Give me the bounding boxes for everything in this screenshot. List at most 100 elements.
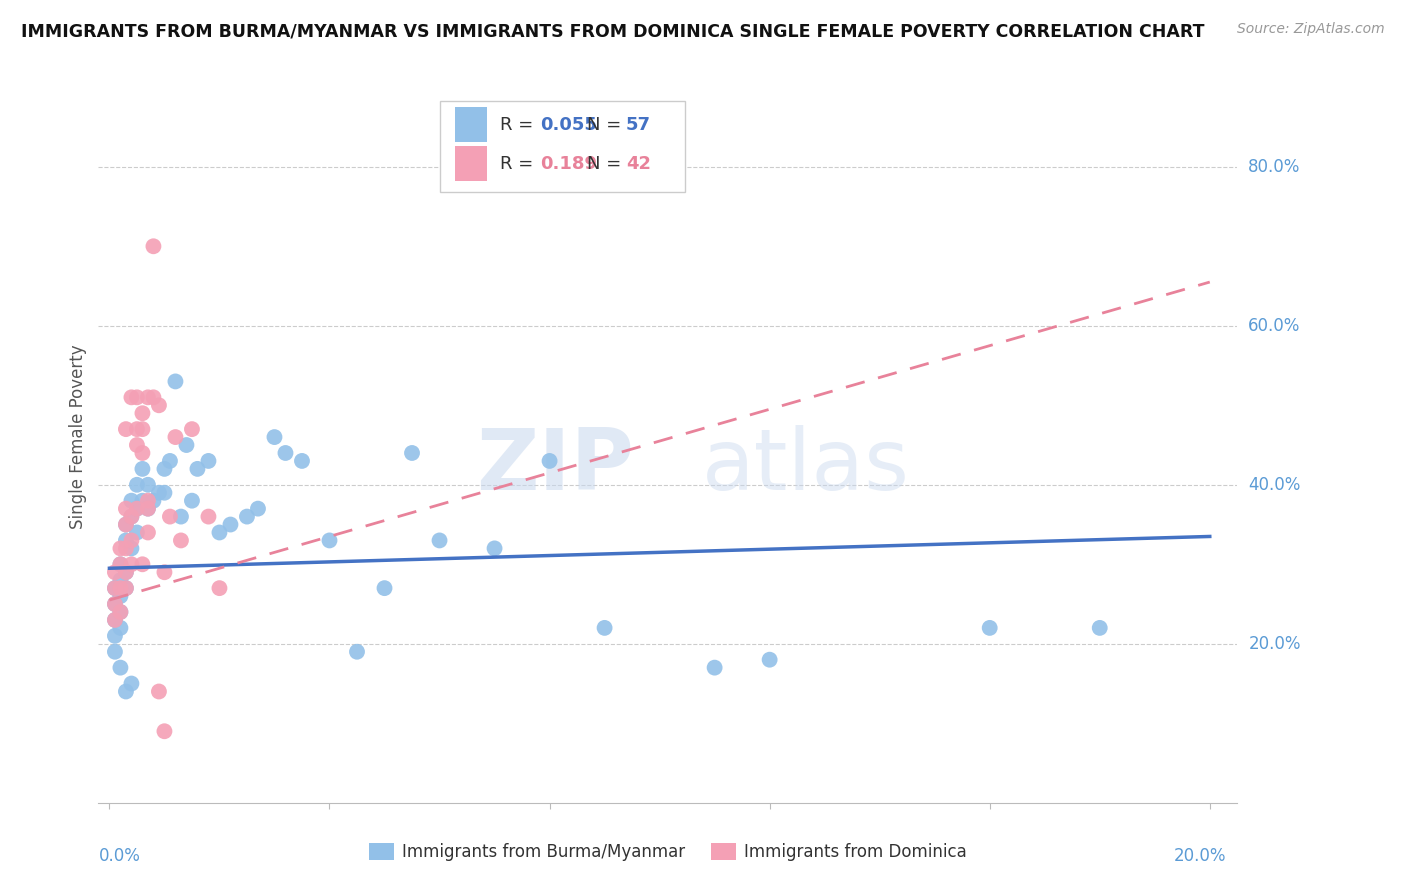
Point xyxy=(979,621,1001,635)
Point xyxy=(208,581,231,595)
Point xyxy=(484,541,506,556)
Point xyxy=(401,446,423,460)
Point xyxy=(197,509,219,524)
Point xyxy=(176,438,198,452)
Point xyxy=(110,605,132,619)
Point xyxy=(110,660,132,674)
Text: R =: R = xyxy=(501,116,540,134)
Point xyxy=(131,422,153,436)
Point xyxy=(110,558,132,572)
Point xyxy=(115,422,138,436)
Point xyxy=(104,645,127,659)
Point xyxy=(429,533,451,548)
Point xyxy=(136,390,159,404)
Point xyxy=(110,541,132,556)
Text: 60.0%: 60.0% xyxy=(1249,317,1301,334)
Point xyxy=(131,406,153,420)
Point xyxy=(136,525,159,540)
Text: 42: 42 xyxy=(626,155,651,173)
Point xyxy=(115,566,138,580)
Point xyxy=(115,581,138,595)
Text: 40.0%: 40.0% xyxy=(1249,475,1301,494)
Text: Source: ZipAtlas.com: Source: ZipAtlas.com xyxy=(1237,22,1385,37)
Point xyxy=(758,653,780,667)
FancyBboxPatch shape xyxy=(456,107,486,143)
Point xyxy=(115,517,138,532)
Point xyxy=(142,239,165,253)
Point xyxy=(104,566,127,580)
Point xyxy=(318,533,340,548)
Point xyxy=(181,493,204,508)
Point xyxy=(153,566,176,580)
Point xyxy=(110,621,132,635)
Point xyxy=(120,558,142,572)
Point xyxy=(110,558,132,572)
Point xyxy=(104,613,127,627)
Point xyxy=(136,493,159,508)
Text: 0.0%: 0.0% xyxy=(98,847,141,864)
Point xyxy=(120,541,142,556)
Text: 0.055: 0.055 xyxy=(540,116,598,134)
Point xyxy=(153,462,176,476)
Point xyxy=(115,684,138,698)
Text: 0.189: 0.189 xyxy=(540,155,598,173)
Point xyxy=(274,446,297,460)
Point xyxy=(1088,621,1111,635)
Point xyxy=(142,493,165,508)
Text: 57: 57 xyxy=(626,116,651,134)
Text: 20.0%: 20.0% xyxy=(1174,847,1226,864)
Text: ZIP: ZIP xyxy=(477,425,634,508)
Point xyxy=(186,462,208,476)
Point xyxy=(115,501,138,516)
Text: N =: N = xyxy=(586,116,627,134)
Point xyxy=(110,581,132,595)
Point xyxy=(703,660,725,674)
Point xyxy=(120,509,142,524)
Point xyxy=(346,645,368,659)
Point xyxy=(148,684,170,698)
Point xyxy=(120,533,142,548)
Point xyxy=(153,485,176,500)
Point xyxy=(125,477,148,491)
Point xyxy=(197,454,219,468)
Point xyxy=(104,629,127,643)
Point xyxy=(181,422,204,436)
Point xyxy=(115,517,138,532)
Point xyxy=(159,454,181,468)
Point xyxy=(125,501,148,516)
Text: R =: R = xyxy=(501,155,540,173)
Point xyxy=(120,676,142,690)
Point xyxy=(115,541,138,556)
Point xyxy=(110,573,132,587)
Point xyxy=(165,430,187,444)
Point xyxy=(131,493,153,508)
Point xyxy=(219,517,242,532)
Point xyxy=(125,501,148,516)
Point xyxy=(104,597,127,611)
Text: N =: N = xyxy=(586,155,627,173)
Point xyxy=(125,438,148,452)
Point xyxy=(136,477,159,491)
Point xyxy=(153,724,176,739)
Point xyxy=(115,533,138,548)
Point xyxy=(373,581,395,595)
Point xyxy=(115,566,138,580)
Point xyxy=(236,509,259,524)
Point xyxy=(165,375,187,389)
Point xyxy=(104,581,127,595)
Point xyxy=(125,422,148,436)
Point xyxy=(120,390,142,404)
Text: 80.0%: 80.0% xyxy=(1249,158,1301,176)
Point xyxy=(125,525,148,540)
Point xyxy=(593,621,616,635)
FancyBboxPatch shape xyxy=(440,101,685,192)
Point xyxy=(263,430,285,444)
Point xyxy=(125,390,148,404)
Point xyxy=(120,493,142,508)
Point xyxy=(110,589,132,603)
Point xyxy=(131,558,153,572)
Point xyxy=(120,509,142,524)
Point xyxy=(131,446,153,460)
Point xyxy=(136,501,159,516)
Point xyxy=(538,454,561,468)
